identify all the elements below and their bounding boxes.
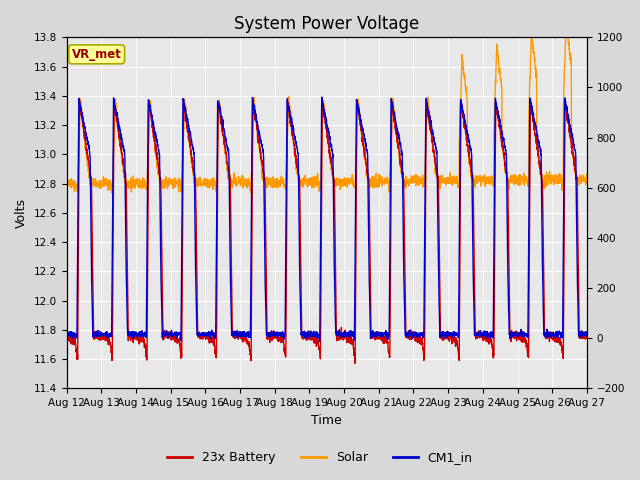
Text: VR_met: VR_met (72, 48, 122, 61)
Solar (583, 171, 591, 177)
Y-axis label: Volts: Volts (15, 198, 28, 228)
Solar (517, 180, 525, 185)
23x Battery (351, 360, 359, 366)
CM1_in (517, 330, 525, 336)
23x Battery (583, 333, 591, 338)
CM1_in (285, 104, 292, 109)
Solar (153, 156, 161, 161)
23x Battery (153, 149, 161, 155)
Title: System Power Voltage: System Power Voltage (234, 15, 419, 33)
CM1_in (63, 333, 70, 338)
Solar (63, 176, 70, 182)
Solar (563, 20, 570, 25)
CM1_in (122, 242, 130, 248)
Solar (262, 183, 270, 189)
Line: CM1_in: CM1_in (67, 97, 587, 341)
23x Battery (262, 274, 270, 280)
Solar (122, 178, 130, 184)
CM1_in (583, 331, 591, 337)
CM1_in (262, 322, 270, 327)
23x Battery (76, 96, 83, 101)
Solar (285, 94, 292, 99)
X-axis label: Time: Time (311, 414, 342, 427)
23x Battery (573, 178, 581, 183)
Solar (573, 181, 581, 187)
Solar (109, 191, 116, 197)
Legend: 23x Battery, Solar, CM1_in: 23x Battery, Solar, CM1_in (163, 446, 477, 469)
23x Battery (285, 105, 292, 110)
Line: Solar: Solar (67, 23, 587, 194)
23x Battery (122, 180, 130, 185)
23x Battery (63, 329, 70, 335)
23x Battery (517, 338, 525, 344)
CM1_in (316, 338, 323, 344)
CM1_in (318, 94, 326, 100)
CM1_in (153, 138, 161, 144)
Line: 23x Battery: 23x Battery (67, 98, 587, 363)
CM1_in (573, 254, 581, 260)
